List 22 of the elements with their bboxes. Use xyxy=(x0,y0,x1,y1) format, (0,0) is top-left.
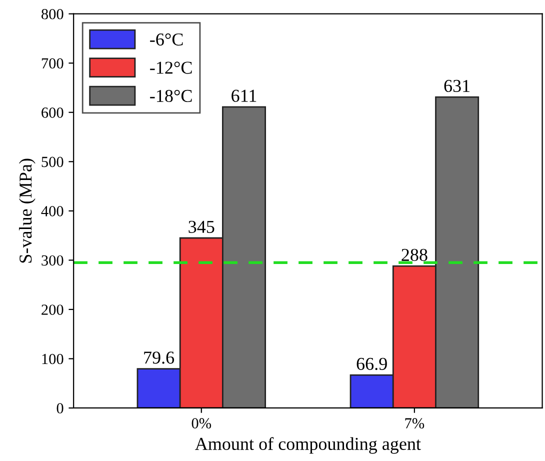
y-tick-label: 100 xyxy=(42,354,64,364)
data-label: 66.9 xyxy=(356,358,387,370)
y-tick-label: 800 xyxy=(42,8,64,20)
data-label: 345 xyxy=(188,220,214,233)
y-tick-label: 0 xyxy=(56,403,64,414)
x-tick-label: 0% xyxy=(192,418,212,429)
y-tick-label: 400 xyxy=(41,206,64,216)
y-tick-label: 500 xyxy=(42,156,64,168)
data-label: 79.6 xyxy=(144,352,174,364)
data-label: 611 xyxy=(232,90,256,102)
y-tick-label: 600 xyxy=(42,108,64,118)
legend-label: -18°C xyxy=(150,90,192,102)
legend-label: -12°C xyxy=(150,62,192,74)
legend-label: -6°C xyxy=(150,33,183,46)
y-tick-label: 300 xyxy=(42,255,64,266)
y-tick-label: 200 xyxy=(42,304,64,315)
x-axis-title: Amount of compounding agent xyxy=(195,437,421,454)
x-tick-label: 7% xyxy=(405,418,424,429)
y-tick-label: 700 xyxy=(42,58,64,69)
data-label: 631 xyxy=(444,80,470,92)
y-axis-title: S-value (MPa) xyxy=(19,158,36,263)
data-label: 288 xyxy=(402,248,428,262)
